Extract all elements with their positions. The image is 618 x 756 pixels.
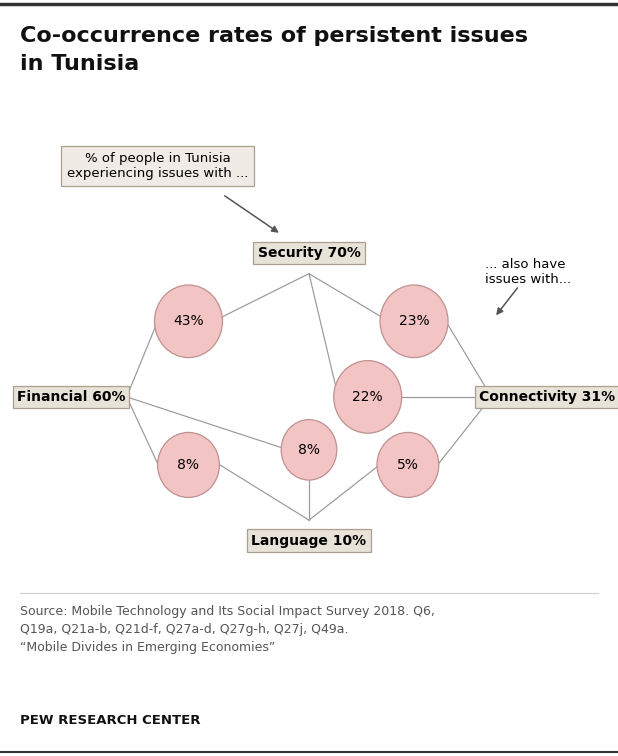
Text: ... also have
issues with...: ... also have issues with... <box>485 258 571 287</box>
Text: Source: Mobile Technology and Its Social Impact Survey 2018. Q6,
Q19a, Q21a-b, Q: Source: Mobile Technology and Its Social… <box>20 605 434 654</box>
Text: in Tunisia: in Tunisia <box>20 54 139 74</box>
Ellipse shape <box>154 285 222 358</box>
Text: 22%: 22% <box>352 390 383 404</box>
Text: PEW RESEARCH CENTER: PEW RESEARCH CENTER <box>20 714 200 727</box>
Text: 5%: 5% <box>397 458 419 472</box>
Ellipse shape <box>377 432 439 497</box>
Text: 8%: 8% <box>177 458 200 472</box>
Text: Security 70%: Security 70% <box>258 246 360 260</box>
Text: % of people in Tunisia
experiencing issues with ...: % of people in Tunisia experiencing issu… <box>67 152 248 181</box>
Text: 43%: 43% <box>173 314 204 328</box>
Text: 23%: 23% <box>399 314 430 328</box>
Ellipse shape <box>380 285 448 358</box>
Ellipse shape <box>334 361 402 433</box>
Text: Co-occurrence rates of persistent issues: Co-occurrence rates of persistent issues <box>20 26 528 46</box>
Text: Financial 60%: Financial 60% <box>17 390 125 404</box>
Text: Connectivity 31%: Connectivity 31% <box>479 390 615 404</box>
Ellipse shape <box>281 420 337 480</box>
Ellipse shape <box>158 432 219 497</box>
Text: Language 10%: Language 10% <box>252 534 366 547</box>
Text: 8%: 8% <box>298 443 320 457</box>
